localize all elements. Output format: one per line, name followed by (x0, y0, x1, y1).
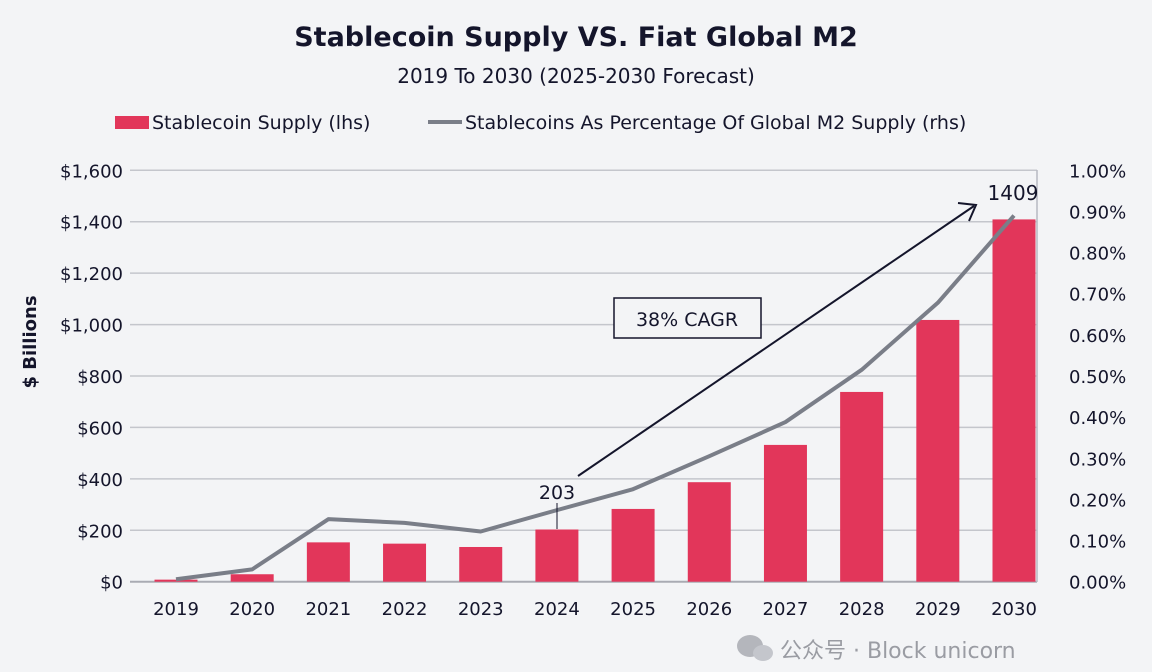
x-tick-label: 2024 (534, 599, 580, 620)
left-tick-label: $800 (77, 367, 123, 388)
bar-2023 (459, 546, 503, 582)
right-tick-label: 0.30% (1069, 449, 1126, 470)
left-tick-label: $200 (77, 521, 123, 542)
bar-2025 (611, 508, 655, 582)
right-tick-label: 1.00% (1069, 161, 1126, 182)
right-tick-label: 0.50% (1069, 367, 1126, 388)
x-tick-label: 2019 (153, 599, 199, 620)
x-tick-label: 2020 (229, 599, 275, 620)
left-tick-label: $1,000 (60, 316, 123, 337)
left-tick-label: $0 (100, 573, 123, 594)
legend: Stablecoin Supply (lhs) Stablecoins As P… (115, 112, 966, 134)
left-tick-label: $1,400 (60, 213, 123, 234)
right-tick-label: 0.20% (1069, 490, 1126, 511)
y-axis-label: $ Billions (20, 295, 41, 388)
bar-2029 (916, 319, 960, 582)
bars (154, 219, 1036, 582)
right-tick-label: 0.80% (1069, 244, 1126, 265)
right-tick-label: 0.00% (1069, 573, 1126, 594)
arrow-head-icon (957, 202, 978, 222)
left-tick-label: $400 (77, 470, 123, 491)
right-tick-label: 0.60% (1069, 326, 1126, 347)
gridlines (130, 169, 1037, 583)
cagr-arrow (577, 205, 975, 477)
x-tick-label: 2030 (991, 599, 1037, 620)
x-tick-label: 2025 (610, 599, 656, 620)
legend-line-label: Stablecoins As Percentage Of Global M2 S… (465, 112, 966, 134)
legend-bar-label: Stablecoin Supply (lhs) (152, 112, 370, 134)
chart-subtitle: 2019 To 2030 (2025-2030 Forecast) (397, 64, 755, 88)
x-tick-label: 2023 (458, 599, 504, 620)
end-label: 1409 (988, 181, 1039, 205)
x-axis: 2019 2020 2021 2022 2023 2024 2025 2026 2027 2028… (153, 599, 1037, 620)
x-tick-label: 2029 (915, 599, 961, 620)
legend-bar-swatch (115, 116, 149, 129)
bar-2021 (306, 542, 350, 582)
watermark: 公众号 · Block unicorn (737, 635, 1016, 664)
bar-2022 (383, 543, 427, 582)
x-tick-label: 2026 (686, 599, 732, 620)
x-tick-label: 2028 (839, 599, 885, 620)
right-tick-label: 0.90% (1069, 202, 1126, 223)
cagr-annotation: 203 1409 38% CAGR (539, 181, 1039, 529)
bar-2027 (763, 444, 807, 582)
start-label: 203 (539, 482, 575, 504)
watermark-text: 公众号 · Block unicorn (780, 639, 1016, 664)
bar-2028 (840, 391, 884, 582)
cagr-box (613, 297, 762, 339)
left-tick-label: $1,200 (60, 264, 123, 285)
bar-2026 (687, 482, 731, 582)
right-tick-label: 0.10% (1069, 532, 1126, 553)
bar-2019 (154, 579, 198, 582)
cagr-label: 38% CAGR (636, 309, 738, 331)
left-tick-label: $1,600 (60, 161, 123, 182)
bar-2030 (992, 219, 1036, 582)
bar-2020 (230, 574, 274, 582)
chart-title: Stablecoin Supply VS. Fiat Global M2 (294, 22, 858, 53)
wechat-icon-bubble (753, 645, 773, 661)
left-tick-label: $600 (77, 418, 123, 439)
right-tick-label: 0.40% (1069, 408, 1126, 429)
x-tick-label: 2027 (763, 599, 809, 620)
right-tick-label: 0.70% (1069, 285, 1126, 306)
left-axis: $0 $200 $400 $600 $800 $1,000 $1,200 $1,400 $1,6… (60, 161, 123, 593)
bar-2024 (535, 529, 579, 582)
x-tick-label: 2022 (382, 599, 428, 620)
percentage-line (175, 214, 1016, 582)
right-axis: 0.00% 0.10% 0.20% 0.30% 0.40% 0.50% 0.60% 0.70%… (1069, 161, 1126, 593)
x-tick-label: 2021 (305, 599, 351, 620)
